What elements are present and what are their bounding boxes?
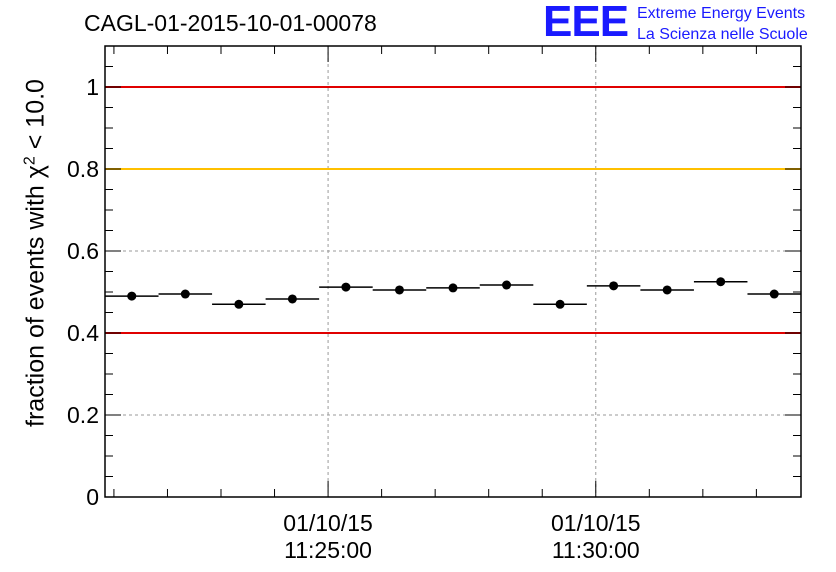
chart-title: CAGL-01-2015-10-01-00078 [84, 10, 377, 36]
logo-line-2: La Scienza nelle Scuole [637, 26, 808, 43]
y-tick-label: 0.8 [67, 156, 99, 182]
x-tick-date-label: 01/10/15 [551, 510, 641, 536]
data-point [180, 289, 190, 299]
x-tick-time-label: 11:25:00 [284, 537, 372, 563]
logo-line-1: Extreme Energy Events [637, 5, 806, 22]
y-tick-label: 0 [86, 484, 99, 510]
data-point [287, 294, 297, 304]
data-point [502, 280, 512, 290]
data-point [716, 277, 726, 287]
eee-logo: EEE Extreme Energy Events La Scienza nel… [543, 0, 833, 46]
logo-mark: EEE [543, 0, 629, 46]
y-tick-label: 0.4 [67, 320, 99, 346]
y-tick-label: 1 [86, 74, 99, 100]
x-tick-date-label: 01/10/15 [283, 510, 373, 536]
x-tick-time-label: 11:30:00 [552, 537, 640, 563]
data-point [769, 289, 779, 299]
y-tick-label: 0.6 [67, 238, 99, 264]
data-point [341, 282, 351, 292]
data-point [394, 285, 404, 295]
data-point [662, 285, 672, 295]
data-point [127, 291, 137, 301]
data-point [448, 283, 458, 293]
data-point [234, 299, 244, 309]
data-point [609, 281, 619, 291]
plot-frame [104, 45, 802, 498]
y-tick-label: 0.2 [67, 402, 99, 428]
data-point [555, 299, 565, 309]
